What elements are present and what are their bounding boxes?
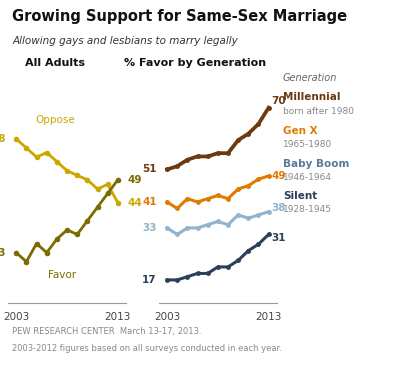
Text: 51: 51: [142, 164, 157, 174]
Text: 1928-1945: 1928-1945: [283, 205, 332, 214]
Text: born after 1980: born after 1980: [283, 107, 354, 116]
Text: 17: 17: [142, 275, 157, 285]
Text: All Adults: All Adults: [25, 58, 85, 68]
Text: 38: 38: [272, 203, 286, 214]
Text: Millennial: Millennial: [283, 92, 340, 102]
Text: 41: 41: [142, 197, 157, 207]
Text: Favor: Favor: [48, 270, 76, 280]
Text: 33: 33: [142, 223, 157, 233]
Text: Gen X: Gen X: [283, 126, 317, 136]
Text: 1946-1964: 1946-1964: [283, 173, 332, 182]
Text: PEW RESEARCH CENTER  March 13-17, 2013.: PEW RESEARCH CENTER March 13-17, 2013.: [12, 327, 202, 336]
Text: 1965-1980: 1965-1980: [283, 140, 332, 149]
Text: 2003-2012 figures based on all surveys conducted in each year.: 2003-2012 figures based on all surveys c…: [12, 344, 282, 353]
Text: Generation: Generation: [283, 73, 337, 83]
Text: 33: 33: [0, 248, 6, 258]
Text: Baby Boom: Baby Boom: [283, 159, 349, 169]
Text: Oppose: Oppose: [35, 115, 75, 125]
Text: 58: 58: [0, 134, 6, 144]
Text: 31: 31: [272, 233, 286, 243]
Text: 49: 49: [128, 175, 142, 185]
Text: Silent: Silent: [283, 191, 317, 201]
Text: Allowing gays and lesbians to marry legally: Allowing gays and lesbians to marry lega…: [12, 36, 238, 46]
Text: 49: 49: [272, 171, 286, 181]
Text: % Favor by Generation: % Favor by Generation: [124, 58, 267, 68]
Text: Growing Support for Same-Sex Marriage: Growing Support for Same-Sex Marriage: [12, 9, 347, 24]
Text: 70: 70: [272, 96, 286, 106]
Text: 44: 44: [128, 198, 143, 208]
